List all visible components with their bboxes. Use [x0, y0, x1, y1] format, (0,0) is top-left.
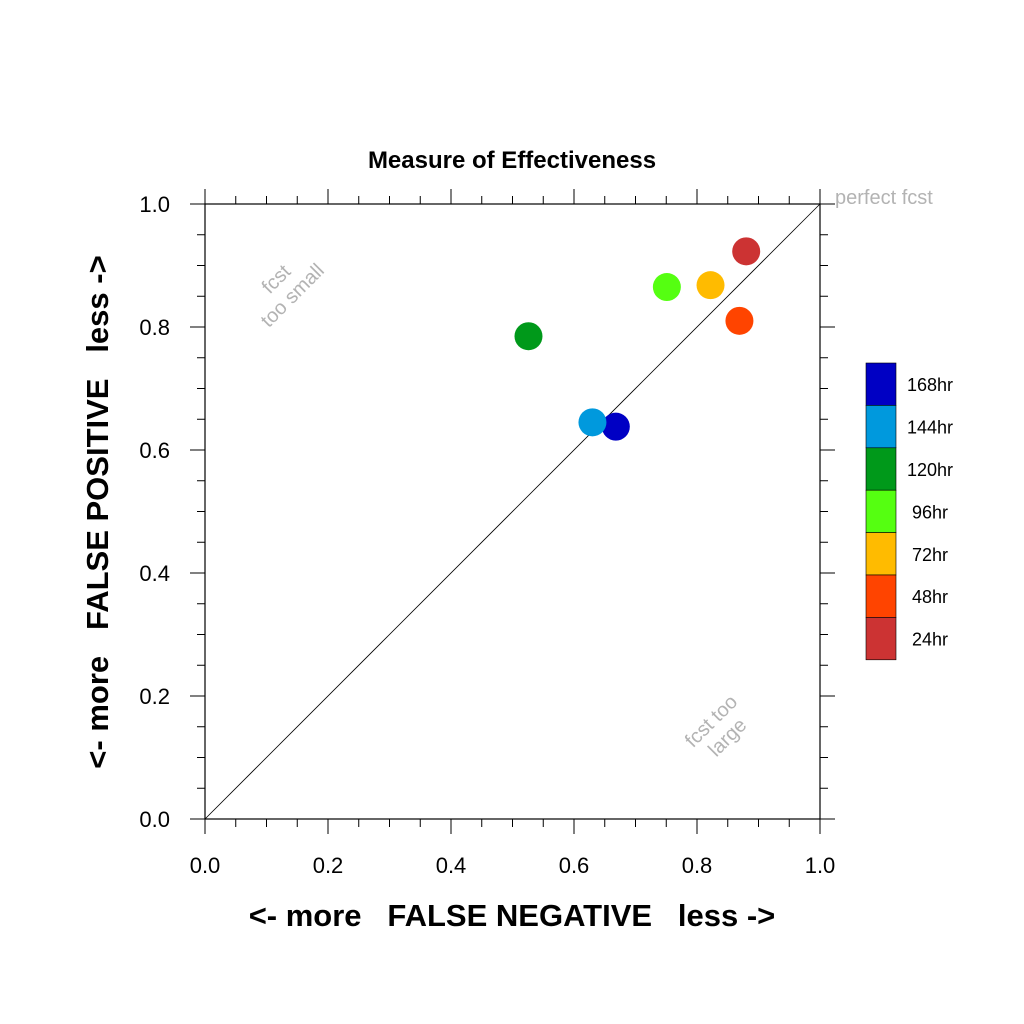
legend-label-24hr: 24hr	[912, 630, 948, 650]
point-72hr	[696, 271, 725, 300]
legend-swatch-144hr	[865, 405, 897, 449]
legend-swatch-168hr	[865, 362, 897, 406]
legend-label-48hr: 48hr	[912, 587, 948, 607]
legend-swatch-96hr	[865, 489, 897, 533]
legend-label-168hr: 168hr	[907, 375, 953, 395]
too-small-line-2: too small	[257, 260, 329, 332]
y-tick-label: 0.4	[139, 561, 170, 586]
legend: 168hr 144hr 120hr 96hr 72hr 48hr 24hr	[865, 362, 953, 661]
x-tick-label: 0.2	[313, 853, 344, 878]
y-axis-label: <- more FALSE POSITIVE less ->	[80, 255, 115, 768]
x-tick-label: 1.0	[805, 853, 836, 878]
y-tick-label: 1.0	[139, 192, 170, 217]
legend-swatch-120hr	[865, 447, 897, 491]
legend-label-72hr: 72hr	[912, 545, 948, 565]
legend-label-96hr: 96hr	[912, 502, 948, 522]
axis-ticks	[190, 189, 835, 834]
y-tick-label: 0.6	[139, 438, 170, 463]
x-tick-label: 0.8	[682, 853, 713, 878]
perfect-forecast-annotation: perfect fcst	[835, 187, 933, 209]
chart-title: Measure of Effectiveness	[368, 147, 656, 174]
legend-swatch-48hr	[865, 574, 897, 618]
x-tick-label: 0.0	[190, 853, 221, 878]
legend-label-120hr: 120hr	[907, 460, 953, 480]
point-24hr	[732, 237, 761, 266]
y-tick-label: 0.2	[139, 684, 170, 709]
data-points	[514, 237, 761, 441]
legend-swatch-72hr	[865, 532, 897, 576]
too-small-annotation: fcst too small	[257, 260, 329, 332]
y-tick-labels: 0.0 0.2 0.4 0.6 0.8 1.0	[139, 192, 170, 832]
point-96hr	[652, 273, 681, 302]
x-tick-label: 0.6	[559, 853, 590, 878]
plot-frame	[204, 203, 821, 820]
legend-swatch-24hr	[865, 617, 897, 661]
point-48hr	[725, 306, 754, 335]
x-tick-label: 0.4	[436, 853, 467, 878]
too-large-annotation: fcst too large	[681, 691, 751, 761]
x-tick-labels: 0.0 0.2 0.4 0.6 0.8 1.0	[190, 853, 836, 878]
point-120hr	[514, 322, 543, 351]
perfect-forecast-line	[204, 203, 821, 820]
y-tick-label: 0.8	[139, 315, 170, 340]
y-tick-label: 0.0	[139, 807, 170, 832]
legend-label-144hr: 144hr	[907, 418, 953, 438]
x-axis-label: <- more FALSE NEGATIVE less ->	[249, 898, 776, 933]
point-168hr	[601, 412, 630, 441]
point-144hr	[578, 408, 607, 437]
